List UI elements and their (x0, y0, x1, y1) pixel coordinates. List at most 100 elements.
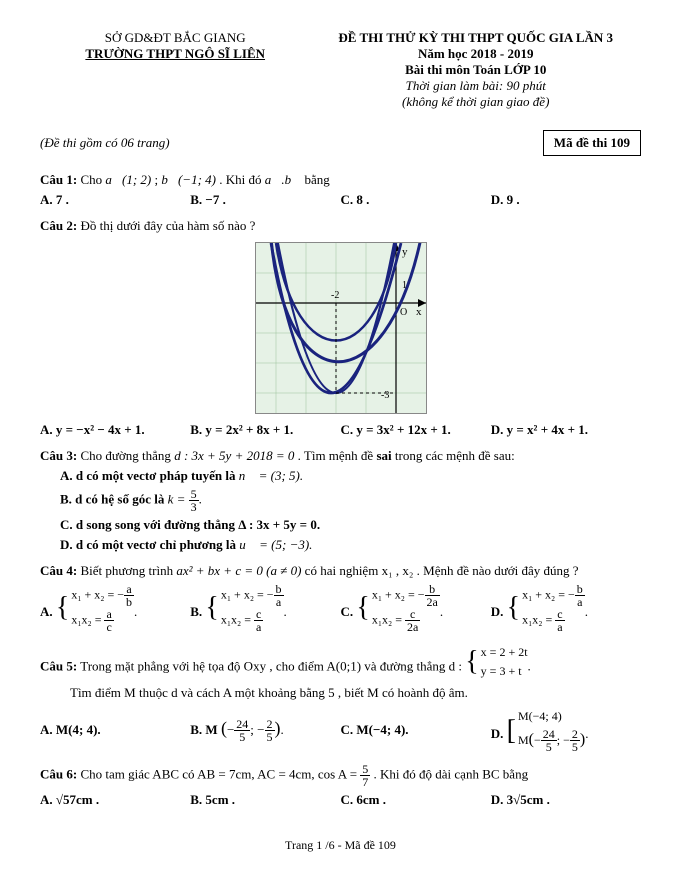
q3-opt-c-text: C. d song song với đường thẳng Δ : 3x + … (60, 517, 320, 532)
q4d-d2: a (555, 621, 564, 633)
q6-options: A. √57cm . B. 5cm . C. 6cm . D. 3√5cm . (40, 792, 641, 808)
question-3: Câu 3: Cho đường thẳng d : 3x + 5y + 201… (40, 448, 641, 464)
q6-den: 7 (360, 776, 370, 788)
q5-param-sys: { x = 2 + 2t y = 3 + t (465, 643, 527, 681)
q6-opt-a: A. √57cm . (40, 792, 190, 808)
question-5: Câu 5: Trong mặt phẳng với hệ tọa độ Oxy… (40, 643, 641, 681)
q4-eq: ax² + bx + c = 0 (a ≠ 0) (176, 563, 301, 578)
q5-opt-d: D. [ M(−4; 4) M(−245; −25) . (491, 707, 641, 753)
page-footer: Trang 1 /6 - Mã đề 109 (40, 838, 641, 853)
q3-opt-b1: B. d có hệ số góc là (60, 491, 168, 506)
header-left: SỞ GD&ĐT BẮC GIANG TRƯỜNG THPT NGÔ SĨ LI… (40, 30, 310, 110)
q4d-s1: x₁ + x₂ = − (522, 587, 575, 601)
exam-code-box: Mã đề thi 109 (543, 130, 641, 156)
q5-p2: y = 3 + t (481, 662, 528, 681)
q3-eq: d : 3x + 5y + 2018 = 0 (174, 448, 294, 463)
q6-opt-b: B. 5cm . (190, 792, 340, 808)
q4c-s1: x₁ + x₂ = − (372, 587, 425, 601)
agency-label: SỞ GD&ĐT BẮC GIANG (40, 30, 310, 46)
q1-text1: Cho (80, 172, 105, 187)
q3-options: A. d có một vectơ pháp tuyến là n⃗ = (3;… (40, 468, 641, 553)
q5-opt-c-text: C. M(−4; 4). (341, 722, 409, 737)
q3-opt-d1: D. d có một vectơ chỉ phương là (60, 537, 239, 552)
q1-opt-c: C. 8 . (341, 192, 491, 208)
q3-text2: . Tìm mệnh đề (298, 448, 377, 463)
q1-opt-d: D. 9 . (491, 192, 641, 208)
graph-one-label: 1 (402, 280, 407, 291)
info-row: (Đề thi gồm có 06 trang) Mã đề thi 109 (40, 130, 641, 156)
q3-opt-c: C. d song song với đường thẳng Δ : 3x + … (60, 517, 641, 533)
q2-opt-a-text: A. y = −x² − 4x + 1. (40, 422, 145, 437)
question-1: Câu 1: Cho a⃗(1; 2) ; b⃗(−1; 4) . Khi đó… (40, 172, 641, 188)
q1-options: A. 7 . B. −7 . C. 8 . D. 9 . (40, 192, 641, 208)
q4b-d2: a (254, 621, 263, 633)
q3-opt-a: A. d có một vectơ pháp tuyến là n⃗ = (3;… (60, 468, 641, 484)
q4-label: Câu 4: (40, 563, 77, 578)
q4c-d1: 2a (425, 596, 440, 608)
q4-opt-a-l: A. (40, 604, 53, 619)
question-4: Câu 4: Biết phương trình ax² + bx + c = … (40, 563, 641, 579)
q3-opt-a2: n⃗ = (3; 5). (239, 468, 303, 483)
q6-text2: . Khi đó độ dài cạnh BC bằng (374, 767, 529, 782)
q6-opt-c-text: C. 6cm . (341, 792, 387, 807)
q4a-d1: b (124, 596, 134, 608)
q5-p1: x = 2 + 2t (481, 643, 528, 662)
q4a-s1: x₁ + x₂ = − (71, 587, 124, 601)
graph-neg3-label: -3 (381, 390, 389, 401)
q3-sai: sai (376, 448, 391, 463)
q3-text1: Cho đường thẳng (80, 448, 174, 463)
q5-opt-d-l: D. (491, 727, 504, 742)
q3-opt-a1: A. d có một vectơ pháp tuyến là (60, 468, 239, 483)
q1-dot: a⃗.b⃗ (265, 172, 301, 187)
q4b-s1: x₁ + x₂ = − (221, 587, 274, 601)
q5b-d1: 5 (234, 731, 250, 743)
doc-header: SỞ GD&ĐT BẮC GIANG TRƯỜNG THPT NGÔ SĨ LI… (40, 30, 641, 110)
q5d-r2a: M (518, 733, 529, 747)
exam-year: Năm học 2018 - 2019 (310, 46, 641, 62)
q4-opt-b-l: B. (190, 604, 202, 619)
q5-text2: Tìm điểm M thuộc d và cách A một khoảng … (70, 685, 641, 701)
q1-text3: bằng (304, 172, 329, 187)
q4-opt-a: A. { x₁ + x₂ = −ab x₁x₂ = ac . (40, 583, 190, 633)
q4-options: A. { x₁ + x₂ = −ab x₁x₂ = ac . B. { x₁ +… (40, 583, 641, 633)
q1-opt-a: A. 7 . (40, 192, 190, 208)
q1-text2: . Khi đó (219, 172, 265, 187)
graph-y-label: y (402, 246, 408, 258)
q1-veca: a⃗(1; 2) (105, 172, 151, 187)
exam-duration-note: (không kể thời gian giao đề) (310, 94, 641, 110)
q2-label: Câu 2: (40, 218, 77, 233)
q2-graph: y x O 1 -2 -3 (255, 242, 427, 414)
q3-label: Câu 3: (40, 448, 77, 463)
q5-label: Câu 5: (40, 658, 77, 673)
q5-opt-a-text: A. M(4; 4). (40, 722, 101, 737)
q6-opt-b-text: B. 5cm . (190, 792, 235, 807)
q4-opt-a-sys: { x₁ + x₂ = −ab x₁x₂ = ac (56, 583, 134, 633)
q4d-s2: x₁x₂ = (522, 612, 555, 626)
q4-opt-d-l: D. (491, 604, 504, 619)
q5-opt-b-l: B. M (190, 722, 217, 737)
q6-label: Câu 6: (40, 767, 77, 782)
exam-title: ĐỀ THI THỬ KỲ THI THPT QUỐC GIA LẦN 3 (310, 30, 641, 46)
q4d-d1: a (575, 596, 585, 608)
q6-text1: Cho tam giác ABC có AB = 7cm, AC = 4cm, … (80, 767, 360, 782)
q6-frac: 57 (360, 763, 370, 788)
q1-opt-d-text: D. 9 . (491, 192, 520, 207)
graph-x-label: x (416, 306, 422, 318)
q3-opt-d: D. d có một vectơ chỉ phương là u⃗ = (5;… (60, 537, 641, 553)
q3-opt-b-k: k = (168, 491, 189, 506)
q5d-d2: 5 (570, 741, 580, 753)
header-right: ĐỀ THI THỬ KỲ THI THPT QUỐC GIA LẦN 3 Nă… (310, 30, 641, 110)
q5-opt-d-sys: [ M(−4; 4) M(−245; −25) (507, 707, 586, 753)
q2-opt-a: A. y = −x² − 4x + 1. (40, 422, 190, 438)
q3-opt-b-den: 3 (189, 501, 199, 513)
q2-opt-d-text: D. y = x² + 4x + 1. (491, 422, 588, 437)
q6-opt-a-text: A. √57cm . (40, 792, 99, 807)
q3-opt-b-frac: 53 (189, 488, 199, 513)
q4c-s2: x₁x₂ = (372, 612, 405, 626)
parabola-graph-svg: y x O 1 -2 -3 (256, 243, 426, 413)
school-label: TRƯỜNG THPT NGÔ SĨ LIÊN (40, 46, 310, 62)
q1-vecb: b⃗(−1; 4) (161, 172, 216, 187)
q6-opt-c: C. 6cm . (341, 792, 491, 808)
q2-opt-b-text: B. y = 2x² + 8x + 1. (190, 422, 293, 437)
q4a-s2: x₁x₂ = (71, 612, 104, 626)
